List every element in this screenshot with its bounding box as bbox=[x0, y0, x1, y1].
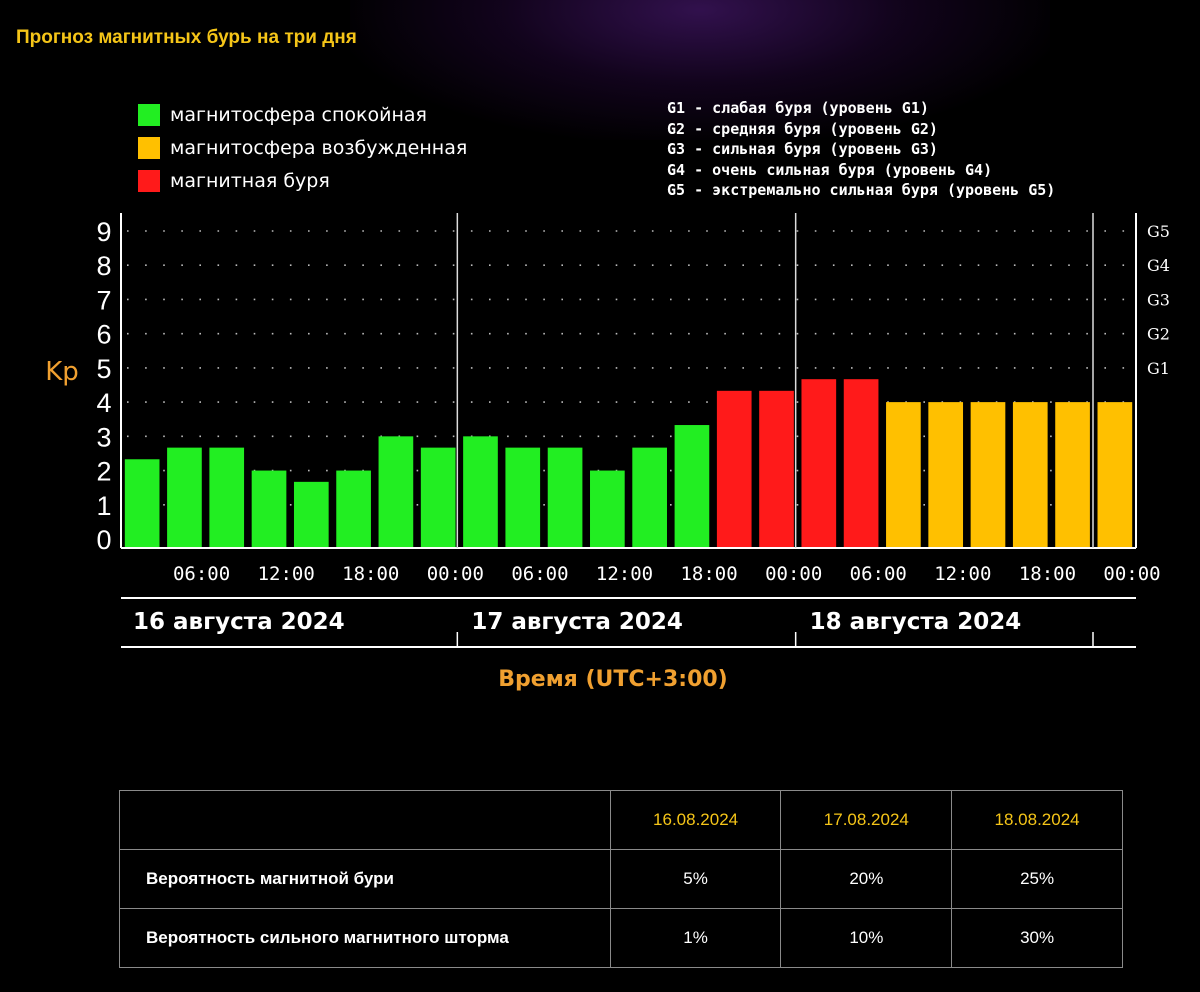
color-legend: магнитосфера спокойная магнитосфера возб… bbox=[138, 98, 467, 197]
day-label: 17 августа 2024 bbox=[471, 609, 683, 635]
kp-bar bbox=[674, 425, 710, 547]
y-tick-label: 1 bbox=[96, 491, 111, 521]
legend-label-excited: магнитосфера возбужденная bbox=[170, 136, 468, 159]
table-date-header: 18.08.2024 bbox=[951, 790, 1123, 850]
kp-bar bbox=[886, 402, 921, 547]
day-label: 18 августа 2024 bbox=[810, 609, 1022, 635]
kp-bar bbox=[759, 390, 794, 547]
legend-label-calm: магнитосфера спокойная bbox=[170, 103, 427, 126]
kp-bar bbox=[293, 481, 329, 547]
g-level-label: G5 bbox=[1147, 222, 1170, 241]
table-cell: 20% bbox=[780, 849, 953, 909]
table-cell: 25% bbox=[951, 849, 1123, 909]
storm-level-legend: G1 - слабая буря (уровень G1) G2 - средн… bbox=[667, 98, 1055, 201]
legend-swatch-excited bbox=[138, 136, 160, 159]
y-tick-label: 5 bbox=[96, 354, 111, 384]
kp-bar bbox=[716, 390, 752, 547]
y-tick-label: 6 bbox=[96, 320, 111, 350]
table-date-header: 17.08.2024 bbox=[780, 790, 953, 850]
y-tick-label: 7 bbox=[96, 285, 111, 315]
x-tick-label: 00:00 bbox=[427, 563, 484, 585]
y-tick-label: 8 bbox=[96, 251, 111, 281]
kp-bar bbox=[167, 447, 202, 547]
table-cell: 5% bbox=[609, 849, 782, 909]
x-tick-label: 12:00 bbox=[258, 563, 315, 585]
kp-bar bbox=[420, 447, 456, 547]
probability-table: 16.08.2024 17.08.2024 18.08.2024 Вероятн… bbox=[119, 790, 1123, 968]
legend-swatch-calm bbox=[138, 103, 160, 126]
kp-bar bbox=[1055, 402, 1090, 547]
y-tick-label: 3 bbox=[96, 422, 111, 452]
y-tick-label: 4 bbox=[96, 388, 111, 418]
storm-level-g3: G3 - сильная буря (уровень G3) bbox=[667, 140, 938, 158]
x-tick-label: 06:00 bbox=[173, 563, 230, 585]
x-tick-label: 18:00 bbox=[1019, 563, 1076, 585]
table-cell: 10% bbox=[780, 908, 953, 968]
y-tick-label: 9 bbox=[96, 217, 111, 247]
kp-bar bbox=[1097, 402, 1133, 547]
g-level-label: G2 bbox=[1147, 325, 1170, 344]
storm-level-g2: G2 - средняя буря (уровень G2) bbox=[667, 119, 938, 138]
table-row: Вероятность сильного магнитного шторма 1… bbox=[119, 908, 1123, 968]
kp-chart: 0 1 2 3 4 5 6 7 8 9 G1 G2 G3 G4 G5 Kp 06:00 12:00 18:00 00:… bbox=[45, 213, 1170, 692]
x-tick-label: 00:00 bbox=[1103, 563, 1160, 585]
x-tick-label: 00:00 bbox=[765, 563, 822, 585]
storm-level-g5: G5 - экстремально сильная буря (уровень … bbox=[667, 181, 1056, 199]
table-header-row: 16.08.2024 17.08.2024 18.08.2024 bbox=[119, 790, 1123, 850]
x-axis-label: Время (UTC+3:00) bbox=[498, 667, 728, 692]
y-tick-label: 2 bbox=[96, 457, 111, 487]
x-tick-label: 12:00 bbox=[934, 563, 991, 585]
g-level-label: G3 bbox=[1147, 290, 1170, 309]
kp-bar bbox=[209, 447, 245, 547]
table-cell: 1% bbox=[609, 908, 782, 968]
table-row-label: Вероятность сильного магнитного шторма bbox=[119, 908, 611, 968]
y-tick-label: 0 bbox=[96, 525, 111, 555]
kp-bar bbox=[843, 379, 879, 547]
legend-item-calm: магнитосфера спокойная bbox=[138, 98, 467, 131]
legend-item-excited: магнитосфера возбужденная bbox=[138, 131, 467, 164]
storm-level-g4: G4 - очень сильная буря (уровень G4) bbox=[667, 160, 993, 179]
day-label: 16 августа 2024 bbox=[133, 609, 345, 635]
g-level-label: G1 bbox=[1147, 359, 1170, 378]
table-cell: 30% bbox=[951, 908, 1123, 968]
table-row: Вероятность магнитной бури 5% 20% 25% bbox=[119, 849, 1123, 909]
legend-label-storm: магнитная буря bbox=[170, 169, 330, 192]
x-tick-label: 06:00 bbox=[511, 563, 568, 585]
kp-bar bbox=[970, 402, 1006, 547]
g-level-label: G4 bbox=[1147, 256, 1170, 275]
x-tick-label: 12:00 bbox=[596, 563, 653, 585]
kp-bar bbox=[547, 447, 583, 547]
table-row-label: Вероятность магнитной бури bbox=[119, 849, 611, 909]
kp-bar bbox=[590, 470, 625, 547]
kp-bar bbox=[1012, 402, 1048, 547]
x-tick-label: 18:00 bbox=[342, 563, 399, 585]
storm-level-g1: G1 - слабая буря (уровень G1) bbox=[667, 99, 929, 117]
kp-bar bbox=[378, 436, 414, 547]
kp-bar bbox=[801, 379, 837, 547]
kp-bar bbox=[336, 470, 371, 547]
x-tick-label: 06:00 bbox=[850, 563, 907, 585]
legend-swatch-storm bbox=[138, 169, 160, 192]
y-axis-label: Kp bbox=[45, 357, 79, 387]
kp-bar bbox=[632, 447, 667, 547]
x-tick-label: 18:00 bbox=[680, 563, 737, 585]
kp-bar bbox=[463, 436, 498, 547]
table-date-header: 16.08.2024 bbox=[609, 790, 782, 850]
kp-bar bbox=[124, 459, 160, 547]
kp-bar bbox=[928, 402, 964, 547]
kp-bar bbox=[505, 447, 541, 547]
legend-item-storm: магнитная буря bbox=[138, 164, 467, 197]
kp-bar bbox=[251, 470, 287, 547]
table-corner-cell bbox=[119, 790, 611, 850]
page-title: Прогноз магнитных бурь на три дня bbox=[16, 27, 357, 48]
